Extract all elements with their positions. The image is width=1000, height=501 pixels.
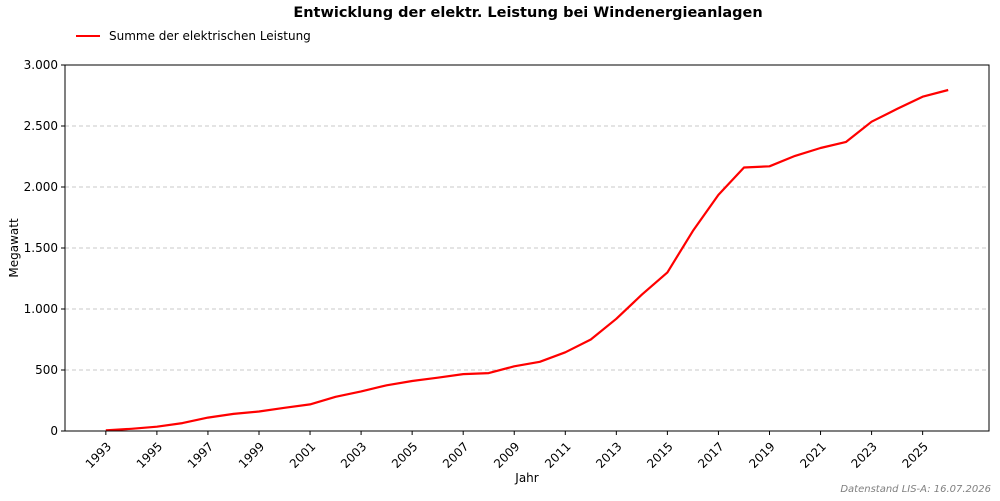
x-axis: 1993 1995 1997 1999 2001 2003 2005 2007 2009 2011… [83, 431, 931, 471]
x-tick-label: 2005 [389, 439, 420, 470]
x-tick-label: 2001 [287, 439, 318, 470]
x-tick-label: 1995 [134, 439, 165, 470]
y-tick-label: 2.500 [24, 119, 58, 133]
y-tick-label: 2.000 [24, 180, 58, 194]
chart-title: Entwicklung der elektr. Leistung bei Win… [293, 5, 763, 21]
x-tick-label: 1999 [236, 439, 267, 470]
x-tick-label: 2013 [593, 439, 624, 470]
y-tick-label: 3.000 [24, 58, 58, 72]
x-tick-label: 2009 [491, 439, 522, 470]
x-tick-label: 2011 [542, 439, 573, 470]
data-source-note: Datenstand LIS-A: 16.07.2026 [840, 484, 991, 495]
y-axis-label: Megawatt [7, 218, 21, 278]
grid-lines [65, 64, 989, 371]
x-tick-label: 2007 [440, 439, 471, 470]
x-tick-label: 2023 [848, 439, 879, 470]
x-tick-label: 2021 [797, 439, 828, 470]
y-tick-label: 500 [35, 363, 58, 377]
legend-label: Summe der elektrischen Leistung [109, 29, 311, 43]
legend-line-swatch [76, 35, 100, 37]
plot-frame [64, 64, 990, 432]
chart-legend: Summe der elektrischen Leistung [76, 29, 311, 43]
series-line [105, 88, 949, 432]
x-axis-label: Jahr [514, 471, 538, 485]
x-tick-label: 1993 [83, 439, 114, 470]
x-tick-label: 2019 [746, 439, 777, 470]
x-tick-label: 1997 [185, 439, 216, 470]
x-tick-label: 2015 [644, 439, 675, 470]
y-tick-label: 0 [50, 424, 58, 438]
y-axis: 0 500 1.000 1.500 2.000 2.500 3.000 [24, 58, 65, 438]
x-tick-label: 2025 [899, 439, 930, 470]
series-group [105, 88, 949, 432]
x-tick-label: 2017 [695, 439, 726, 470]
y-tick-label: 1.000 [24, 302, 58, 316]
y-tick-label: 1.500 [24, 241, 58, 255]
x-tick-label: 2003 [338, 439, 369, 470]
